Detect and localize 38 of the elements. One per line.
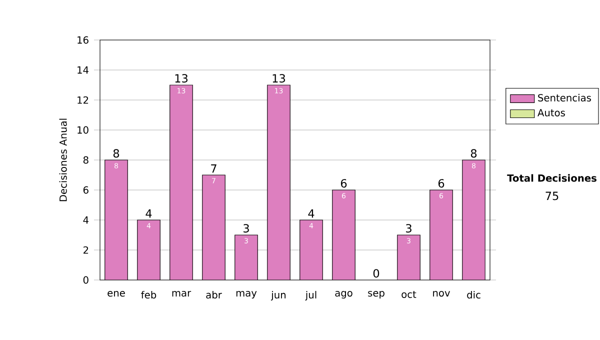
x-tick-label: feb xyxy=(141,290,156,299)
total-label: 4 xyxy=(308,209,314,218)
total-label: 8 xyxy=(470,149,477,158)
x-tick-label: sep xyxy=(368,290,384,299)
x-tick-label: ene xyxy=(108,290,125,297)
text: 75 xyxy=(546,192,558,200)
total-label: 13 xyxy=(272,74,286,83)
y-tick-label: 12 xyxy=(78,96,88,104)
y-tick-label: 16 xyxy=(78,36,88,44)
x-tick-label: abr xyxy=(206,290,222,299)
x-tick-label: dic xyxy=(467,290,480,299)
total-label: 4 xyxy=(146,209,152,218)
total-label: 3 xyxy=(244,224,249,233)
total-label: 0 xyxy=(373,269,380,278)
x-tick-label: may xyxy=(236,290,257,299)
total-label: 13 xyxy=(175,74,188,83)
x-tick-label: nov xyxy=(433,290,450,297)
y-tick-label: 4 xyxy=(83,216,88,224)
x-tick-label: ago xyxy=(335,290,352,299)
y-tick-label: 10 xyxy=(78,126,88,134)
total-label: 6 xyxy=(438,179,444,188)
y-tick-label: 8 xyxy=(83,156,88,164)
text: Total Decisiones xyxy=(507,174,596,182)
y-axis-title: Decisiones Anual xyxy=(59,118,67,202)
y-tick-label: 14 xyxy=(78,66,88,74)
total-label: 6 xyxy=(340,179,347,188)
legend-label: Autos xyxy=(538,109,565,116)
x-tick-label: mar xyxy=(172,290,192,297)
legend-label: Sentencias xyxy=(538,94,591,102)
total-label: 8 xyxy=(113,149,120,158)
y-tick-label: 2 xyxy=(84,246,88,254)
x-tick-label: jul xyxy=(305,290,316,300)
x-tick-label: oct xyxy=(402,290,416,298)
x-tick-label: jun xyxy=(270,290,286,300)
y-tick-label: 0 xyxy=(83,276,88,284)
total-label: 3 xyxy=(406,224,412,233)
y-tick-label: 6 xyxy=(83,186,88,194)
total-label: 7 xyxy=(211,164,216,173)
